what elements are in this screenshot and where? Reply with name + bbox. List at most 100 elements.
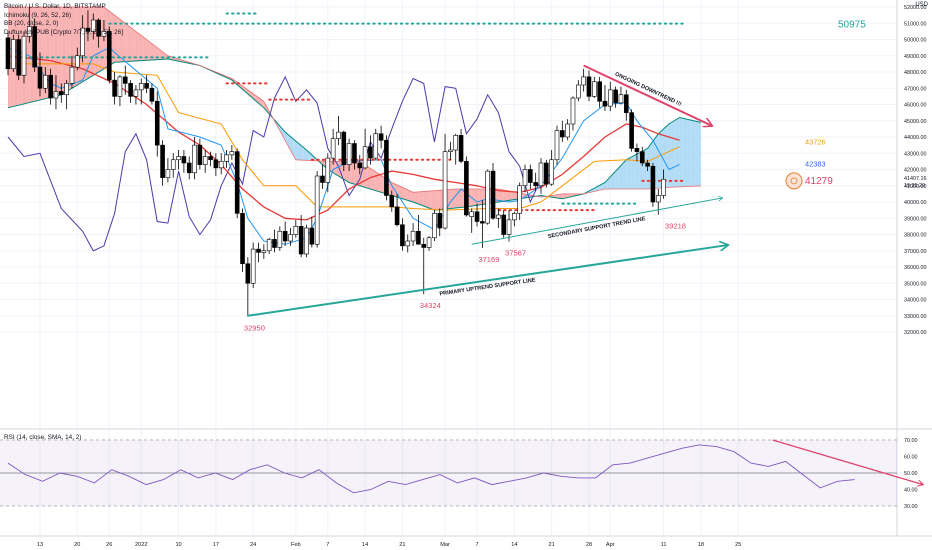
chart-legend: Bitcoin / U.S. Dollar, 1D, BITSTAMP Ichi… [4, 3, 123, 37]
swing-low-label: 37169 [478, 255, 499, 264]
bearish-cloud-segment [471, 189, 475, 207]
candle-bullish [581, 76, 586, 86]
bearish-cloud-segment [349, 161, 352, 184]
candle-bearish [256, 248, 261, 253]
candle-bearish [357, 162, 363, 169]
time-tick-label: 21 [399, 542, 405, 548]
candle-bearish [480, 221, 485, 224]
time-tick-label: 25 [735, 542, 741, 548]
candle-bullish [192, 144, 197, 174]
candle-bearish [85, 27, 91, 32]
candle-bullish [218, 161, 224, 169]
candle-bullish [314, 175, 320, 245]
candle-bearish [464, 161, 469, 216]
bearish-cloud-segment [421, 191, 424, 207]
countdown-label: 19:35:20 [904, 183, 925, 189]
candle-bearish [639, 151, 645, 164]
bearish-cloud-segment [559, 193, 563, 199]
bearish-cloud-segment [135, 31, 139, 61]
price-tick-label: 52000.00 [904, 5, 926, 11]
bearish-cloud-segment [381, 175, 384, 194]
price-tick-label: 39000.00 [904, 216, 926, 222]
bearish-cloud-segment [239, 84, 243, 90]
candle-bearish [602, 100, 608, 107]
candle-bullish [522, 169, 528, 187]
candle-bullish [373, 133, 379, 159]
candle-bearish [32, 26, 37, 68]
time-tick-label: 24 [250, 542, 256, 548]
candle-bearish [384, 139, 389, 196]
bollinger-basis-line [7, 55, 680, 221]
candle-bearish [149, 87, 155, 102]
duftux-legend[interactable]: Duftux Ichi PUB [Crypto 7/7, 9, 26, 52, … [4, 28, 123, 36]
bearish-cloud-segment [354, 161, 358, 185]
candle-bearish [213, 159, 219, 169]
bullish-cloud-segment [634, 154, 637, 189]
rsi-line [7, 444, 855, 494]
candle-bullish [442, 151, 448, 229]
bearish-cloud-segment [133, 29, 136, 62]
bullish-cloud-segment [607, 176, 611, 189]
candle-bearish [112, 79, 117, 97]
price-tick-label: 41000.00 [904, 184, 926, 190]
time-tick-label: Apr [606, 542, 615, 548]
bearish-cloud-segment [242, 86, 246, 92]
candle-bearish [160, 144, 165, 178]
swing-low-label: 39218 [665, 222, 686, 231]
price-tick-label: 33000.00 [904, 314, 926, 320]
candle-bearish [154, 100, 160, 146]
ichimoku-legend[interactable]: Ichimoku (9, 26, 52, 26) [4, 11, 72, 19]
candle-bullish [538, 162, 544, 187]
candle-bullish [325, 157, 331, 183]
resistance-value-label: 50975 [838, 20, 866, 31]
bearish-cloud-segment [141, 35, 144, 61]
candle-bearish [197, 144, 203, 165]
candle-bearish [48, 74, 53, 99]
candle-bullish [43, 74, 48, 89]
bearish-cloud-segment [365, 164, 368, 189]
bearish-cloud-segment [61, 7, 64, 95]
candle-bearish [634, 148, 640, 152]
bullish-cloud-segment [623, 159, 627, 189]
time-tick-label: 7 [475, 542, 478, 548]
candle-bullish [138, 83, 144, 91]
bearish-cloud-segment [103, 7, 107, 69]
candle-bullish [261, 250, 267, 253]
price-axis[interactable]: 52000.00 51000.00 50000.00 49000.00 48000.00… [904, 5, 926, 336]
bearish-cloud-segment [346, 161, 350, 183]
bearish-cloud-segment [450, 189, 454, 209]
bollinger-legend[interactable]: BB (20, close, 2, 0) [4, 20, 59, 28]
candle-bullish [410, 230, 416, 242]
candle-bearish [240, 213, 245, 265]
candle-bullish [176, 156, 181, 161]
bearish-cloud-segment [66, 7, 70, 92]
bearish-cloud-segment [469, 189, 472, 207]
secondary-trendline-label: SECONDARY SUPPORT TREND LINE [547, 216, 646, 240]
candle-bullish [405, 240, 411, 247]
price-tick-label: 43000.00 [904, 151, 926, 157]
bearish-cloud-segment [114, 15, 118, 63]
symbol-title[interactable]: Bitcoin / U.S. Dollar, 1D, BITSTAMP [4, 3, 106, 10]
candle-bearish [341, 131, 347, 165]
price-tick-label: 36000.00 [904, 265, 926, 271]
candle-bearish [5, 37, 11, 70]
bearish-cloud-segment [455, 189, 459, 208]
candle-bearish [533, 182, 538, 187]
bearish-cloud-segment [482, 189, 485, 205]
candle-bullish [277, 230, 283, 248]
rsi-legend[interactable]: RSI (14, close, SMA, 14, 2) [4, 434, 82, 441]
bullish-cloud-segment [644, 148, 648, 189]
rsi-pane[interactable]: 70.00 60.00 50.00 40.00 30.00 [0, 438, 923, 510]
candle-bearish [416, 230, 421, 245]
time-tick-label: 28 [586, 542, 592, 548]
candle-bullish [224, 154, 229, 162]
candle-bearish [560, 130, 565, 138]
bearish-cloud-segment [554, 194, 557, 198]
time-axis[interactable]: 13 20 26 2022 10 17 24 Feb 7 14 21 Mar 7 14 21 28 Apr 11 1… [37, 542, 741, 548]
candle-bullish [362, 146, 368, 169]
candle-bearish [245, 263, 251, 284]
bearish-cloud-segment [509, 191, 512, 201]
time-tick-label: 17 [213, 542, 219, 548]
candle-bearish [378, 133, 384, 141]
